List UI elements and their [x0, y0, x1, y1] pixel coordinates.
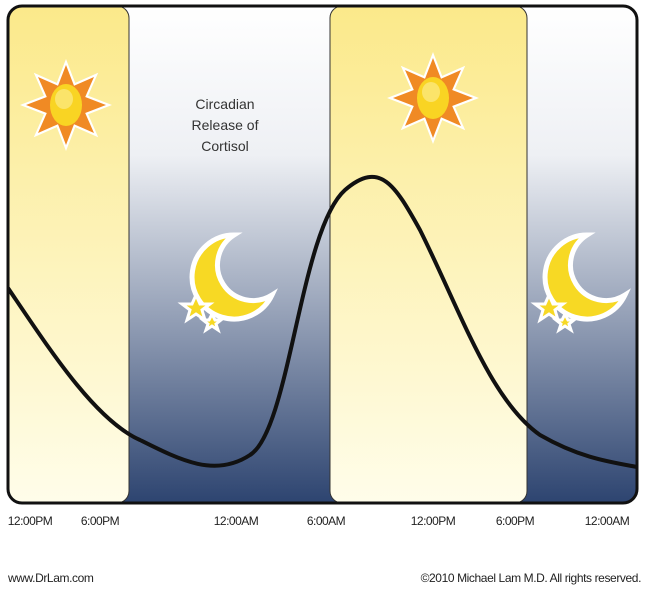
time-label: 6:00PM	[495, 514, 535, 528]
time-label: 12:00AM	[584, 514, 630, 528]
sun-icon	[387, 52, 479, 144]
time-label: 6:00AM	[306, 514, 346, 528]
sun-icon	[20, 59, 112, 151]
moon-stars-icon	[177, 232, 278, 334]
day-panel	[329, 6, 528, 503]
diagram-title: Circadian Release of Cortisol	[191, 96, 259, 154]
moon-stars-icon	[530, 232, 631, 334]
website-link[interactable]: www.DrLam.com	[8, 571, 94, 585]
time-label: 12:00PM	[7, 514, 53, 528]
diagram-frame	[6, 4, 639, 505]
cortisol-curve	[8, 175, 637, 469]
time-label: 12:00AM	[213, 514, 259, 528]
copyright-text: ©2010 Michael Lam M.D. All rights reserv…	[420, 571, 642, 585]
time-label: 12:00PM	[410, 514, 456, 528]
time-label: 6:00PM	[80, 514, 120, 528]
